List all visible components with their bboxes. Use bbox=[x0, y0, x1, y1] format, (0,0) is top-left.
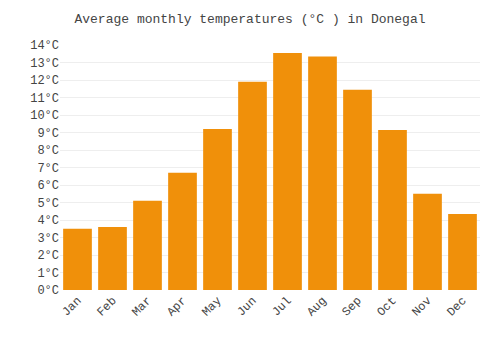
svg-text:Dec: Dec bbox=[444, 294, 469, 319]
svg-text:Nov: Nov bbox=[409, 294, 434, 319]
svg-text:7°C: 7°C bbox=[37, 162, 59, 176]
svg-text:Jun: Jun bbox=[234, 294, 259, 319]
svg-text:11°C: 11°C bbox=[30, 92, 59, 106]
svg-text:Feb: Feb bbox=[94, 294, 119, 319]
svg-text:4°C: 4°C bbox=[37, 214, 59, 228]
svg-text:13°C: 13°C bbox=[30, 57, 59, 71]
svg-text:9°C: 9°C bbox=[37, 127, 59, 141]
svg-text:14°C: 14°C bbox=[30, 39, 59, 53]
svg-text:Oct: Oct bbox=[374, 294, 399, 319]
svg-text:Apr: Apr bbox=[164, 294, 189, 319]
svg-text:Mar: Mar bbox=[129, 294, 154, 319]
svg-text:Aug: Aug bbox=[304, 294, 329, 319]
svg-text:10°C: 10°C bbox=[30, 109, 59, 123]
svg-text:Jul: Jul bbox=[269, 294, 294, 319]
svg-text:0°C: 0°C bbox=[37, 284, 59, 298]
svg-text:6°C: 6°C bbox=[37, 179, 59, 193]
svg-text:2°C: 2°C bbox=[37, 249, 59, 263]
svg-text:1°C: 1°C bbox=[37, 267, 59, 281]
svg-text:12°C: 12°C bbox=[30, 74, 59, 88]
svg-text:Jan: Jan bbox=[59, 294, 84, 319]
svg-text:Average monthly temperatures (: Average monthly temperatures (°C ) in Do… bbox=[74, 12, 425, 27]
svg-text:Sep: Sep bbox=[339, 294, 364, 319]
svg-text:5°C: 5°C bbox=[37, 197, 59, 211]
svg-text:May: May bbox=[199, 294, 224, 319]
svg-text:8°C: 8°C bbox=[37, 144, 59, 158]
svg-text:3°C: 3°C bbox=[37, 232, 59, 246]
